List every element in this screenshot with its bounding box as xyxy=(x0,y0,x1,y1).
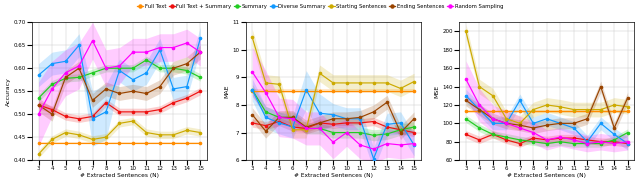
X-axis label: # Extracted Sentences (N): # Extracted Sentences (N) xyxy=(508,174,586,178)
X-axis label: # Extracted Sentences (N): # Extracted Sentences (N) xyxy=(80,174,159,178)
Y-axis label: Accuracy: Accuracy xyxy=(6,77,10,106)
X-axis label: # Extracted Sentences (N): # Extracted Sentences (N) xyxy=(294,174,372,178)
Y-axis label: MSE: MSE xyxy=(435,85,440,98)
Legend: Full Text, Full Text + Summary, Summary, Diverse Summary, Starting Sentences, En: Full Text, Full Text + Summary, Summary,… xyxy=(136,3,504,10)
Y-axis label: MAE: MAE xyxy=(225,84,230,98)
